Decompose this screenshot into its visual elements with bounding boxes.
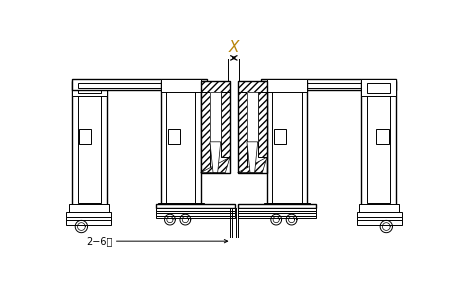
Bar <box>238 81 267 173</box>
Bar <box>238 213 316 216</box>
Text: 2−6㎜: 2−6㎜ <box>86 236 112 246</box>
Bar <box>78 83 202 88</box>
Bar <box>266 83 390 88</box>
Bar <box>158 203 204 210</box>
Bar <box>376 129 388 144</box>
Bar <box>247 92 258 142</box>
Bar <box>168 129 180 144</box>
Bar <box>272 86 302 203</box>
Bar <box>238 208 316 211</box>
Bar <box>156 216 234 218</box>
Bar <box>274 129 286 144</box>
Bar <box>262 209 312 215</box>
Bar <box>156 204 234 208</box>
Bar <box>66 212 111 220</box>
Bar <box>72 79 207 90</box>
Bar <box>367 86 390 203</box>
Bar <box>261 79 395 90</box>
Bar <box>156 213 234 216</box>
Bar <box>267 79 307 92</box>
Bar <box>247 92 258 142</box>
Bar <box>238 81 267 92</box>
Bar <box>161 81 201 208</box>
Bar <box>201 92 210 173</box>
Bar <box>156 211 234 213</box>
Bar <box>267 81 307 208</box>
Bar <box>238 216 316 218</box>
Bar <box>210 92 221 142</box>
Polygon shape <box>201 157 230 173</box>
Bar <box>238 204 316 208</box>
Bar <box>166 86 195 203</box>
Bar <box>361 81 395 208</box>
Polygon shape <box>210 142 221 173</box>
Bar <box>66 220 111 225</box>
Bar <box>238 92 247 173</box>
Bar <box>72 81 107 208</box>
Polygon shape <box>247 142 258 173</box>
Bar <box>78 86 101 203</box>
Bar <box>79 129 91 144</box>
Bar <box>78 83 101 93</box>
Bar <box>361 79 395 96</box>
Bar <box>201 81 230 92</box>
Bar <box>357 217 402 223</box>
Bar <box>367 83 390 93</box>
Bar <box>201 81 230 173</box>
Bar <box>221 92 230 157</box>
Text: X: X <box>228 40 239 55</box>
Bar <box>238 211 316 213</box>
Bar <box>161 79 201 92</box>
Bar <box>357 220 402 225</box>
Bar <box>69 204 109 215</box>
Bar <box>210 92 221 142</box>
Bar <box>156 209 205 215</box>
Bar <box>264 203 310 210</box>
Bar <box>66 217 111 223</box>
Bar <box>359 204 399 215</box>
Bar <box>357 212 402 220</box>
Bar <box>258 92 267 157</box>
Bar <box>156 208 234 211</box>
Bar <box>72 79 107 96</box>
Polygon shape <box>238 157 267 173</box>
